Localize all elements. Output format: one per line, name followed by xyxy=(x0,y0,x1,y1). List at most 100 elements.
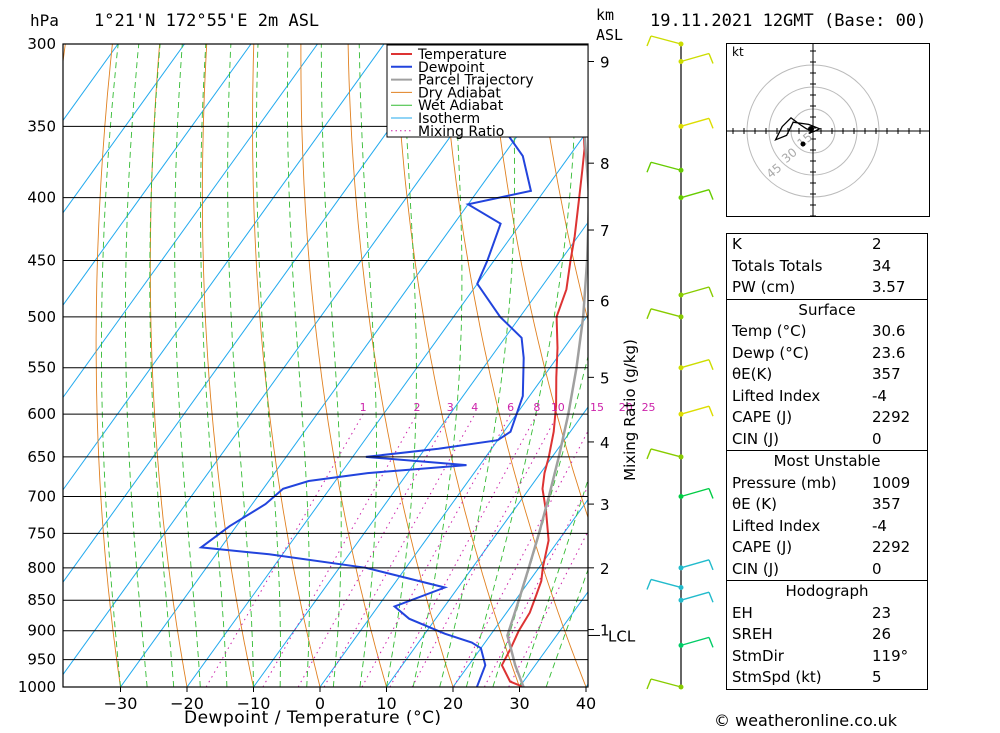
mixing-ratio-axis-title: Mixing Ratio (g/kg) xyxy=(621,339,639,481)
index-label: CIN (J) xyxy=(732,429,780,448)
wind-barb xyxy=(646,578,684,590)
km-unit-label: km xyxy=(596,6,615,24)
wind-barb xyxy=(678,286,714,298)
x-tick-label: 10 xyxy=(376,694,396,713)
index-label: SREH xyxy=(732,625,773,643)
isotherm-line xyxy=(120,44,584,687)
isotherm-line xyxy=(63,44,518,676)
pressure-tick-label: 950 xyxy=(27,651,56,669)
isotherm-line xyxy=(319,313,588,687)
wind-barb xyxy=(678,359,714,371)
pressure-tick-label: 850 xyxy=(27,591,56,609)
dry-adiabat-line xyxy=(252,44,321,687)
isotherm-line xyxy=(63,44,252,306)
km-tick-label: 7 xyxy=(600,222,610,240)
mixing-ratio-line xyxy=(411,413,559,687)
index-value: 5 xyxy=(872,668,882,686)
x-tick-label: −30 xyxy=(104,694,138,713)
index-row: Dewp (°C) 23.6 xyxy=(727,343,927,365)
hodograph-unit: kt xyxy=(732,45,744,59)
legend-entry: Wet Adiabat xyxy=(418,98,504,114)
index-label: EH xyxy=(732,603,753,622)
station-label: 1°21'N 172°55'E 2m ASL xyxy=(94,11,320,31)
wind-barb xyxy=(678,487,714,500)
legend-entry: Isotherm xyxy=(418,111,480,127)
index-label: K xyxy=(732,235,742,253)
legend-entry: Dewpoint xyxy=(418,60,485,76)
mixing-ratio-line xyxy=(297,413,451,687)
index-row: Temp (°C) 30.6 xyxy=(727,321,927,343)
pressure-tick-label: 600 xyxy=(27,405,56,423)
series-parcel-trajectory xyxy=(506,44,588,687)
km-tick-label: 8 xyxy=(600,155,610,173)
index-row: Lifted Index -4 xyxy=(727,516,927,538)
index-value: 34 xyxy=(872,256,892,275)
wet-adiabat-line xyxy=(519,478,588,687)
wet-adiabat-line xyxy=(174,44,201,687)
wet-adiabat-line xyxy=(358,44,377,687)
wet-adiabat-line xyxy=(545,568,588,687)
index-label: StmSpd (kt) xyxy=(732,668,822,686)
mixing-ratio-label: 15 xyxy=(590,401,604,414)
index-value: 0 xyxy=(872,429,882,448)
index-label: Temp (°C) xyxy=(732,322,807,340)
index-label: Dewp (°C) xyxy=(732,343,810,362)
x-tick-label: −10 xyxy=(237,694,271,713)
isotherm-line xyxy=(63,44,185,214)
mixing-ratio-label: 3 xyxy=(447,401,454,414)
wind-barb xyxy=(678,559,714,571)
surface-section-title: Surface xyxy=(727,298,927,322)
index-row: Totals Totals 34 xyxy=(727,256,927,278)
index-row: CAPE (J) 2292 xyxy=(727,407,927,429)
km-tick-label: 1 xyxy=(600,622,610,640)
index-value: 357 xyxy=(872,495,901,513)
km-tick-label: 9 xyxy=(600,54,610,72)
dry-adiabat-line xyxy=(961,44,1000,687)
hodograph-panel: kt 15 30 45 xyxy=(726,43,930,217)
index-value: 26 xyxy=(872,625,892,643)
km-tick-label: 5 xyxy=(600,369,610,387)
wind-barb xyxy=(678,52,714,65)
wind-barb xyxy=(678,405,714,417)
credit-label: © weatheronline.co.uk xyxy=(714,711,897,730)
pressure-tick-label: 800 xyxy=(27,559,56,577)
pressure-tick-label: 700 xyxy=(27,488,56,506)
index-value: 30.6 xyxy=(872,322,906,340)
x-tick-label: 40 xyxy=(576,694,596,713)
index-row: PW (cm) 3.57 xyxy=(727,277,927,299)
index-label: CAPE (J) xyxy=(732,538,793,556)
wet-adiabat-line xyxy=(101,44,121,687)
mixing-ratio-label: 20 xyxy=(619,401,633,414)
wet-adiabat-line xyxy=(124,44,148,687)
dry-adiabat-line xyxy=(201,44,254,687)
index-row: CAPE (J) 2292 xyxy=(727,537,927,559)
x-axis-title: Dewpoint / Temperature (°C) xyxy=(184,708,442,728)
index-value: -4 xyxy=(872,386,887,405)
lcl-label: LCL xyxy=(608,627,636,645)
dry-adiabat-line xyxy=(300,44,387,687)
wet-adiabat-line xyxy=(255,44,281,687)
hodograph-trace xyxy=(774,116,822,142)
index-value: 23 xyxy=(872,603,892,622)
pressure-tick-label: 450 xyxy=(27,252,56,270)
index-value: 2292 xyxy=(872,408,911,426)
pressure-tick-label: 400 xyxy=(27,189,56,207)
wind-barb xyxy=(646,678,684,690)
mixing-ratio-label: 8 xyxy=(533,401,540,414)
isotherm-line xyxy=(386,406,588,687)
index-row: CIN (J) 0 xyxy=(727,559,927,581)
pressure-tick-label: 500 xyxy=(27,308,56,326)
mixing-ratio-label: 2 xyxy=(413,401,420,414)
isotherm-line xyxy=(63,44,318,399)
mixing-ratio-label: 10 xyxy=(551,401,565,414)
index-row: θE (K) 357 xyxy=(727,494,927,516)
isotherm-line xyxy=(186,129,588,687)
x-tick-label: 30 xyxy=(509,694,529,713)
pressure-tick-label: 1000 xyxy=(18,678,56,696)
wind-profile xyxy=(646,35,714,690)
mixing-ratio-line xyxy=(262,413,418,687)
index-label: Lifted Index xyxy=(732,516,821,535)
wind-barb xyxy=(646,35,684,47)
index-row: EH 23 xyxy=(727,603,927,625)
